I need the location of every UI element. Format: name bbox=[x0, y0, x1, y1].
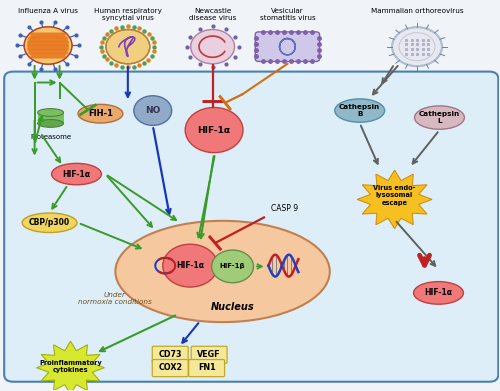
FancyBboxPatch shape bbox=[191, 346, 227, 363]
Ellipse shape bbox=[22, 213, 77, 233]
FancyBboxPatch shape bbox=[152, 346, 188, 363]
FancyBboxPatch shape bbox=[30, 53, 66, 59]
Ellipse shape bbox=[335, 99, 384, 122]
FancyBboxPatch shape bbox=[255, 32, 320, 61]
Circle shape bbox=[185, 108, 243, 152]
Circle shape bbox=[106, 30, 150, 64]
Text: HIF-1β: HIF-1β bbox=[220, 264, 246, 269]
Circle shape bbox=[24, 27, 72, 64]
Text: Human respiratory
syncytial virus: Human respiratory syncytial virus bbox=[94, 8, 162, 21]
FancyBboxPatch shape bbox=[30, 32, 66, 38]
Polygon shape bbox=[36, 341, 104, 391]
Text: Newcastle
disease virus: Newcastle disease virus bbox=[189, 8, 236, 21]
FancyBboxPatch shape bbox=[152, 360, 188, 377]
Text: Nucleus: Nucleus bbox=[210, 301, 254, 312]
Circle shape bbox=[212, 250, 254, 283]
Text: HIF-1α: HIF-1α bbox=[62, 170, 90, 179]
Bar bbox=[38, 112, 64, 124]
Text: CD73: CD73 bbox=[158, 350, 182, 359]
Text: CASP 9: CASP 9 bbox=[271, 204, 298, 213]
Ellipse shape bbox=[414, 106, 465, 129]
FancyBboxPatch shape bbox=[28, 41, 69, 46]
Text: Cathepsin
L: Cathepsin L bbox=[419, 111, 460, 124]
Text: HIF-1α: HIF-1α bbox=[176, 261, 204, 270]
Ellipse shape bbox=[78, 104, 123, 123]
Text: Mammalian orthoreovirus: Mammalian orthoreovirus bbox=[370, 8, 464, 14]
Text: COX2: COX2 bbox=[158, 363, 182, 372]
Ellipse shape bbox=[414, 282, 464, 304]
Text: Under
normoxia conditions: Under normoxia conditions bbox=[78, 292, 152, 305]
Ellipse shape bbox=[116, 221, 330, 322]
Text: FIH-1: FIH-1 bbox=[88, 109, 113, 118]
FancyBboxPatch shape bbox=[28, 37, 68, 42]
Polygon shape bbox=[357, 170, 432, 229]
Text: CBP/p300: CBP/p300 bbox=[29, 218, 70, 227]
Ellipse shape bbox=[52, 163, 102, 185]
Text: Proteasome: Proteasome bbox=[30, 135, 71, 140]
Text: NO: NO bbox=[145, 106, 160, 115]
Ellipse shape bbox=[38, 120, 64, 127]
Circle shape bbox=[134, 96, 172, 126]
FancyBboxPatch shape bbox=[4, 72, 498, 382]
Text: Virus endo-
lysosomal
escape: Virus endo- lysosomal escape bbox=[374, 185, 416, 206]
Text: Influenza A virus: Influenza A virus bbox=[18, 8, 78, 14]
Text: Cathepsin
B: Cathepsin B bbox=[339, 104, 380, 117]
Text: HIF-1α: HIF-1α bbox=[198, 126, 230, 135]
Circle shape bbox=[392, 27, 442, 66]
Circle shape bbox=[190, 30, 234, 64]
Text: Vesicular
stomatitis virus: Vesicular stomatitis virus bbox=[260, 8, 316, 21]
Text: VEGF: VEGF bbox=[198, 350, 221, 359]
FancyBboxPatch shape bbox=[28, 49, 68, 54]
Ellipse shape bbox=[38, 109, 64, 117]
Circle shape bbox=[162, 244, 218, 287]
Text: Proinflammatory
cytokines: Proinflammatory cytokines bbox=[39, 360, 102, 373]
Text: HIF-1α: HIF-1α bbox=[424, 289, 452, 298]
FancyBboxPatch shape bbox=[28, 45, 69, 50]
FancyBboxPatch shape bbox=[188, 360, 224, 377]
Text: FN1: FN1 bbox=[198, 363, 216, 372]
